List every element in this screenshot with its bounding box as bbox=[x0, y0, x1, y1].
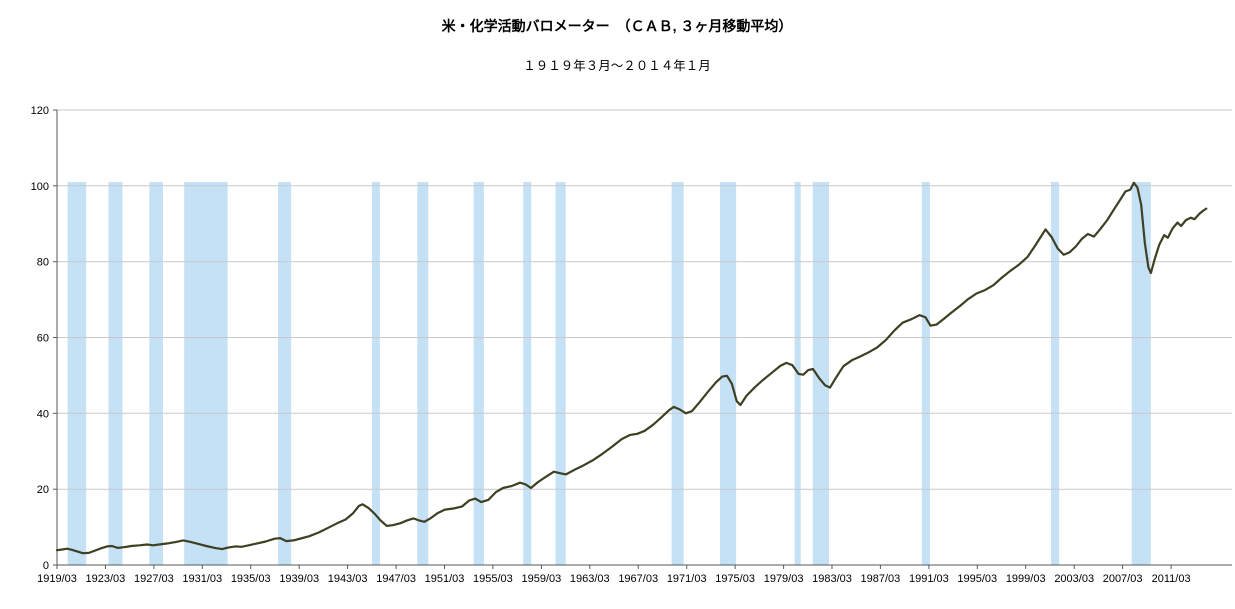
axes bbox=[53, 109, 1232, 569]
x-axis-labels: 1919/03 1923/03 1927/03 1931/03 1935/03 1939/… bbox=[37, 573, 1190, 585]
y-tick-label: 100 bbox=[31, 181, 49, 193]
x-tick-label: 1995/03 bbox=[957, 573, 997, 585]
recession-band bbox=[555, 182, 566, 565]
recession-band bbox=[67, 182, 87, 565]
x-tick-label: 1959/03 bbox=[522, 573, 562, 585]
x-tick-label: 1967/03 bbox=[618, 573, 658, 585]
recession-band bbox=[108, 182, 123, 565]
chart-title: 米・化学活動バロメーター （ＣＡＢ, ３ヶ月移動平均） bbox=[442, 18, 793, 34]
x-tick-label: 2007/03 bbox=[1103, 573, 1143, 585]
y-tick-label: 80 bbox=[37, 257, 49, 269]
x-tick-label: 1939/03 bbox=[279, 573, 319, 585]
y-tick-label: 20 bbox=[37, 484, 49, 496]
recession-band bbox=[473, 182, 484, 565]
x-tick-label: 1931/03 bbox=[182, 573, 222, 585]
x-tick-label: 1923/03 bbox=[86, 573, 126, 585]
recession-band bbox=[1131, 182, 1151, 565]
gridlines bbox=[57, 109, 1232, 490]
x-tick-label: 1987/03 bbox=[861, 573, 901, 585]
x-tick-label: 1979/03 bbox=[764, 573, 804, 585]
x-tick-label: 1963/03 bbox=[570, 573, 610, 585]
recession-band bbox=[812, 182, 829, 565]
cab-series-line bbox=[55, 181, 1208, 555]
x-tick-label: 1927/03 bbox=[134, 573, 174, 585]
recession-band bbox=[720, 182, 737, 565]
x-tick-label: 1999/03 bbox=[1006, 573, 1046, 585]
x-tick-label: 1975/03 bbox=[715, 573, 755, 585]
recession-bands bbox=[67, 182, 1151, 565]
x-tick-label: 1955/03 bbox=[473, 573, 513, 585]
recession-band bbox=[149, 182, 163, 565]
x-tick-label: 2011/03 bbox=[1152, 573, 1191, 585]
y-tick-label: 120 bbox=[31, 105, 49, 117]
x-tick-label: 1971/03 bbox=[667, 573, 707, 585]
x-tick-label: 1947/03 bbox=[376, 573, 416, 585]
recession-band bbox=[523, 182, 532, 565]
x-tick-label: 1943/03 bbox=[328, 573, 368, 585]
recession-band bbox=[671, 182, 684, 565]
chart-subtitle: １９１９年３月～２０１４年１月 bbox=[523, 59, 711, 73]
recession-band bbox=[371, 182, 380, 565]
cab-line bbox=[55, 181, 1208, 555]
x-tick-label: 1919/03 bbox=[37, 573, 77, 585]
x-tick-label: 1983/03 bbox=[812, 573, 852, 585]
recession-band bbox=[278, 182, 292, 565]
recession-band bbox=[1051, 182, 1060, 565]
y-axis-labels: 0 20 40 60 80 100 120 bbox=[31, 105, 49, 572]
recession-band bbox=[184, 182, 228, 565]
recession-band bbox=[921, 182, 930, 565]
x-tick-label: 1991/03 bbox=[909, 573, 949, 585]
y-tick-label: 0 bbox=[43, 560, 49, 572]
x-tick-label: 1935/03 bbox=[231, 573, 271, 585]
y-tick-label: 40 bbox=[37, 408, 49, 420]
y-tick-label: 60 bbox=[37, 333, 49, 345]
x-tick-label: 1951/03 bbox=[425, 573, 465, 585]
recession-band bbox=[417, 182, 429, 565]
x-tick-label: 2003/03 bbox=[1054, 573, 1094, 585]
